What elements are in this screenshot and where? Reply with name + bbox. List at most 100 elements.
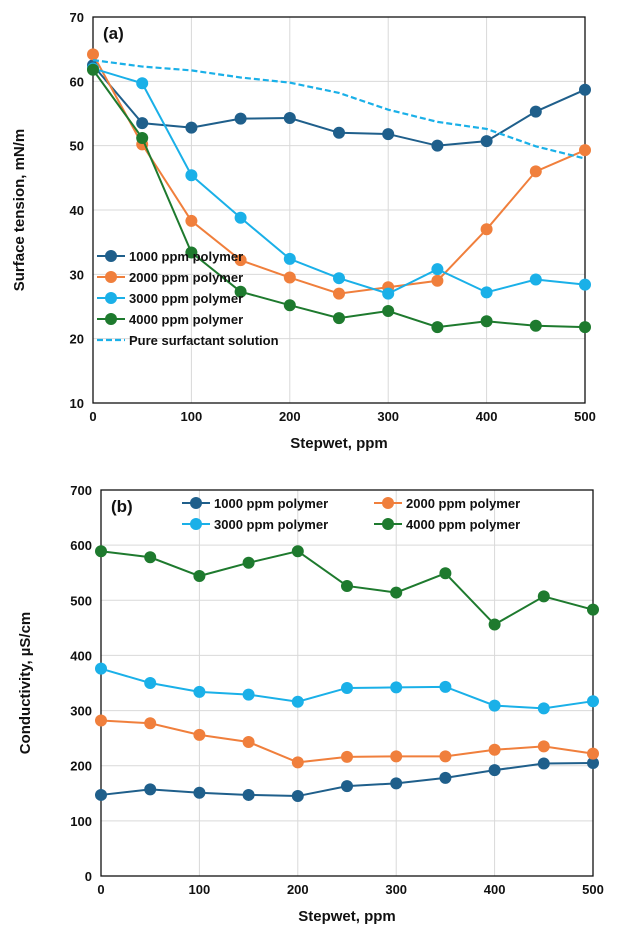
data-point xyxy=(439,680,452,693)
data-point xyxy=(537,740,550,753)
data-point xyxy=(333,126,345,139)
data-point xyxy=(587,747,599,760)
data-point xyxy=(234,211,247,224)
y-tick-label: 20 xyxy=(70,332,84,347)
data-point xyxy=(185,246,198,259)
data-point xyxy=(382,287,395,300)
legend-entry: Pure surfactant solution xyxy=(97,333,279,348)
series-2000-ppm-polymer xyxy=(87,48,591,300)
legend-entry: 3000 ppm polymer xyxy=(182,517,328,532)
data-point xyxy=(529,105,542,118)
data-point xyxy=(390,681,403,694)
data-point xyxy=(283,271,296,284)
data-point xyxy=(291,695,304,708)
data-point xyxy=(95,545,107,558)
data-point xyxy=(390,750,403,763)
data-point xyxy=(480,286,493,299)
data-point xyxy=(333,272,345,285)
data-point xyxy=(579,144,591,157)
series-1000-ppm-polymer xyxy=(87,59,591,152)
y-tick-label: 0 xyxy=(85,869,92,884)
legend-label: 4000 ppm polymer xyxy=(406,517,520,532)
data-point xyxy=(283,252,296,265)
data-point xyxy=(242,788,255,801)
data-point xyxy=(193,728,206,741)
data-point xyxy=(87,48,99,61)
data-point xyxy=(431,139,444,152)
data-point xyxy=(587,756,599,769)
data-point xyxy=(144,783,157,796)
data-point xyxy=(144,551,157,564)
plot-frame xyxy=(100,489,594,877)
data-point xyxy=(95,714,107,727)
data-point xyxy=(95,788,107,801)
data-point xyxy=(136,77,149,90)
data-point xyxy=(144,677,157,689)
data-point xyxy=(587,695,599,708)
legend-marker xyxy=(382,497,394,509)
y-tick-label: 40 xyxy=(70,203,84,218)
data-point xyxy=(185,169,198,182)
legend-marker xyxy=(190,518,202,530)
x-tick-label: 300 xyxy=(377,409,399,424)
data-point xyxy=(587,603,599,616)
data-point xyxy=(341,579,353,592)
series-pure-surfactant-solution xyxy=(92,59,586,160)
data-point xyxy=(537,590,550,603)
data-point xyxy=(382,128,395,141)
series-3000-ppm-polymer xyxy=(87,62,591,300)
panel-label: (b) xyxy=(111,497,133,516)
data-point xyxy=(537,702,550,715)
y-axis-label: Conductivity, µS/cm xyxy=(17,612,34,755)
x-tick-label: 400 xyxy=(484,882,506,897)
legend-marker xyxy=(105,292,117,304)
x-tick-label: 100 xyxy=(181,409,203,424)
series-3000-ppm-polymer xyxy=(95,662,599,715)
legend-entry: 3000 ppm polymer xyxy=(97,291,243,306)
data-point xyxy=(529,273,542,286)
legend-label: Pure surfactant solution xyxy=(129,333,279,348)
data-point xyxy=(488,764,501,777)
y-tick-label: 100 xyxy=(70,814,92,829)
data-point xyxy=(579,321,591,334)
data-point xyxy=(431,263,444,276)
legend-entry: 2000 ppm polymer xyxy=(97,270,243,285)
legend-label: 4000 ppm polymer xyxy=(129,312,243,327)
series-line xyxy=(92,59,586,160)
series-1000-ppm-polymer xyxy=(95,756,599,803)
y-axis-label: Surface tension, mN/m xyxy=(11,129,28,292)
y-tick-label: 400 xyxy=(70,648,92,663)
data-point xyxy=(193,570,206,583)
legend-label: 2000 ppm polymer xyxy=(406,496,520,511)
data-point xyxy=(439,750,452,763)
x-axis-label: Stepwet, ppm xyxy=(298,908,396,925)
data-point xyxy=(234,112,247,125)
data-point xyxy=(291,790,304,803)
legend-entry: 4000 ppm polymer xyxy=(374,517,520,532)
data-point xyxy=(431,274,444,287)
data-point xyxy=(193,786,206,799)
surface-tension-chart: 0 100 200 300 400 500 10 20 30 40 50 60 70 Stepwet, p… xyxy=(11,10,596,452)
data-point xyxy=(144,717,157,730)
data-point xyxy=(529,165,542,178)
data-point xyxy=(579,278,591,291)
legend-marker xyxy=(105,250,117,262)
data-point xyxy=(283,299,296,312)
data-point xyxy=(431,321,444,334)
data-point xyxy=(333,287,345,300)
y-tick-label: 10 xyxy=(70,396,84,411)
legend-label: 1000 ppm polymer xyxy=(129,249,243,264)
x-tick-label: 200 xyxy=(279,409,301,424)
legend-marker xyxy=(105,313,117,325)
series-4000-ppm-polymer xyxy=(95,545,599,631)
data-point xyxy=(480,135,493,148)
x-tick-label: 500 xyxy=(574,409,596,424)
data-point xyxy=(185,121,198,134)
data-point xyxy=(242,736,255,749)
legend-entry: 2000 ppm polymer xyxy=(374,496,520,511)
y-tick-label: 600 xyxy=(70,538,92,553)
data-point xyxy=(488,699,501,712)
legend-label: 3000 ppm polymer xyxy=(129,291,243,306)
x-tick-label: 400 xyxy=(476,409,498,424)
data-point xyxy=(439,567,452,580)
